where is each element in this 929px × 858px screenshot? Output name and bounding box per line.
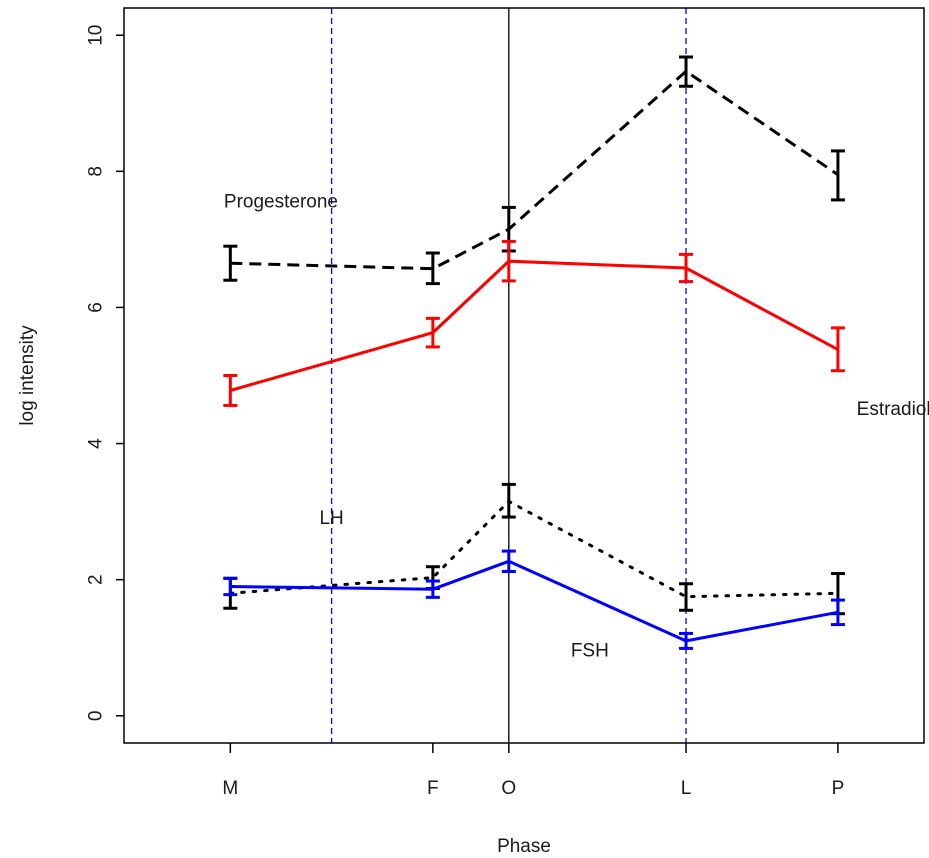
error-bar-fsh-m bbox=[223, 576, 238, 597]
series-progesterone bbox=[223, 55, 845, 286]
x-tick-label-p: P bbox=[832, 778, 845, 799]
series-lh bbox=[223, 482, 845, 616]
y-tick-label: 0 bbox=[86, 710, 107, 721]
plot-frame bbox=[123, 7, 925, 744]
x-tick-label-o: O bbox=[501, 778, 516, 799]
error-bar-lh-l bbox=[679, 582, 694, 612]
error-bar-fsh-f bbox=[425, 579, 440, 599]
error-bar-fsh-l bbox=[679, 631, 694, 650]
error-bar-estradiol-l bbox=[679, 252, 694, 284]
error-bar-progesterone-f bbox=[425, 251, 440, 286]
x-tick-label-l: L bbox=[681, 778, 692, 799]
y-tick-label: 10 bbox=[86, 25, 107, 46]
y-tick-label: 8 bbox=[86, 166, 107, 177]
y-tick-label: 2 bbox=[86, 574, 107, 585]
series-label-estradiol: Estradiol bbox=[857, 399, 929, 420]
error-bar-estradiol-p bbox=[830, 326, 845, 373]
y-axis-label: log intensity bbox=[17, 325, 38, 426]
annotations: Progesterone Estradiol LH FSH bbox=[224, 191, 929, 661]
series-line-fsh bbox=[230, 559, 839, 643]
series-line-progesterone bbox=[230, 69, 839, 271]
series-label-fsh: FSH bbox=[571, 641, 609, 662]
series-label-lh: LH bbox=[319, 508, 343, 529]
x-tick-label-m: M bbox=[222, 778, 238, 799]
axes: 0 2 4 6 8 10 M F O L P bbox=[86, 25, 845, 799]
series-line-estradiol bbox=[229, 259, 839, 392]
error-bar-progesterone-l bbox=[679, 55, 694, 88]
x-tick-label-f: F bbox=[427, 778, 439, 799]
error-bar-lh-o bbox=[501, 482, 516, 519]
series-estradiol bbox=[223, 239, 845, 407]
error-bar-estradiol-o bbox=[501, 239, 516, 283]
series-label-progesterone: Progesterone bbox=[224, 191, 338, 212]
y-tick-label: 6 bbox=[86, 302, 107, 313]
error-bar-estradiol-m bbox=[223, 374, 238, 407]
error-bar-estradiol-f bbox=[425, 316, 440, 349]
y-tick-label: 4 bbox=[86, 438, 107, 449]
series-layer bbox=[223, 55, 845, 650]
error-bar-fsh-o bbox=[501, 549, 516, 573]
error-bar-progesterone-m bbox=[223, 244, 238, 282]
error-bar-progesterone-p bbox=[830, 149, 845, 202]
error-bar-fsh-p bbox=[830, 598, 845, 627]
series-fsh bbox=[223, 549, 845, 650]
x-axis-label: Phase bbox=[497, 836, 551, 857]
reference-lines bbox=[330, 8, 687, 743]
